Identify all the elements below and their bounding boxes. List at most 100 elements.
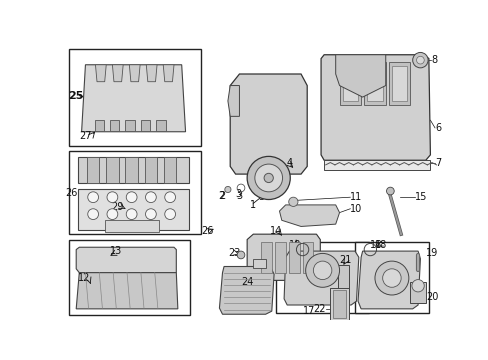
Text: 7: 7	[434, 158, 440, 167]
Circle shape	[145, 209, 156, 220]
Polygon shape	[321, 55, 429, 160]
Bar	[388, 62, 409, 105]
Polygon shape	[279, 205, 339, 226]
Text: 21: 21	[339, 255, 351, 265]
Bar	[68, 239, 190, 315]
Bar	[302, 242, 313, 273]
Text: 5: 5	[257, 192, 264, 202]
Text: 3: 3	[236, 191, 242, 201]
Bar	[342, 66, 357, 101]
Text: 18: 18	[288, 240, 301, 250]
Circle shape	[416, 56, 424, 64]
Text: 3: 3	[234, 189, 241, 199]
Text: 23: 23	[228, 248, 241, 258]
Circle shape	[164, 209, 175, 220]
Text: 19: 19	[425, 248, 437, 258]
Polygon shape	[324, 160, 429, 170]
Circle shape	[374, 261, 408, 295]
Bar	[78, 189, 189, 230]
Bar	[329, 288, 348, 320]
Bar	[68, 151, 201, 234]
Bar	[337, 265, 348, 292]
Circle shape	[412, 53, 427, 68]
Text: 16: 16	[369, 240, 382, 250]
Text: 2: 2	[219, 191, 225, 201]
Circle shape	[237, 251, 244, 259]
Circle shape	[382, 269, 400, 287]
Polygon shape	[246, 234, 320, 280]
Text: 18: 18	[374, 240, 386, 250]
Polygon shape	[230, 74, 306, 174]
Polygon shape	[219, 266, 274, 314]
Bar	[106, 157, 118, 183]
Bar	[354, 242, 428, 313]
Text: 8: 8	[430, 55, 436, 65]
Polygon shape	[146, 65, 157, 82]
Text: 11: 11	[349, 192, 362, 202]
Text: 1: 1	[250, 200, 256, 210]
Bar	[391, 66, 407, 101]
Circle shape	[411, 280, 424, 292]
Text: 15: 15	[414, 192, 427, 202]
Polygon shape	[163, 65, 174, 82]
Text: 10: 10	[349, 204, 362, 214]
Bar	[332, 291, 346, 318]
Bar	[125, 120, 135, 131]
Text: 12: 12	[78, 273, 90, 283]
Bar	[364, 62, 385, 105]
Circle shape	[254, 164, 282, 192]
Text: 22: 22	[312, 304, 325, 314]
Text: 2: 2	[218, 191, 224, 201]
Text: 14: 14	[270, 226, 282, 236]
Circle shape	[107, 192, 118, 203]
Circle shape	[164, 192, 175, 203]
Circle shape	[126, 209, 137, 220]
Bar	[274, 242, 285, 273]
Polygon shape	[81, 65, 185, 132]
Circle shape	[87, 192, 99, 203]
Bar	[253, 259, 265, 268]
Bar	[144, 157, 157, 183]
Circle shape	[313, 261, 331, 280]
Text: 4: 4	[286, 158, 292, 167]
Text: 6: 6	[434, 123, 440, 133]
Bar	[409, 282, 425, 303]
Polygon shape	[357, 251, 420, 309]
Bar	[110, 120, 119, 131]
Polygon shape	[78, 157, 189, 183]
Text: 20: 20	[425, 292, 437, 302]
Polygon shape	[129, 65, 140, 82]
Polygon shape	[95, 65, 106, 82]
Text: 24: 24	[241, 277, 253, 287]
Circle shape	[386, 187, 393, 195]
Polygon shape	[76, 247, 176, 273]
Text: 29: 29	[111, 202, 124, 212]
Polygon shape	[76, 273, 178, 309]
Text: 27: 27	[79, 131, 92, 141]
Bar	[95, 120, 104, 131]
Bar	[366, 66, 382, 101]
Text: 26: 26	[201, 226, 213, 236]
Circle shape	[145, 192, 156, 203]
Text: 17: 17	[302, 306, 314, 316]
Circle shape	[288, 197, 297, 206]
Circle shape	[107, 209, 118, 220]
Bar	[276, 242, 368, 313]
Bar	[125, 157, 138, 183]
Circle shape	[126, 192, 137, 203]
Text: 26: 26	[65, 188, 78, 198]
Bar	[68, 49, 201, 145]
Circle shape	[87, 209, 99, 220]
Text: 13: 13	[110, 246, 122, 256]
Polygon shape	[112, 65, 123, 82]
Bar	[339, 62, 360, 105]
Text: 28: 28	[141, 221, 153, 231]
Bar	[87, 157, 99, 183]
Circle shape	[224, 186, 230, 193]
Polygon shape	[227, 86, 239, 116]
Polygon shape	[284, 251, 358, 305]
Circle shape	[264, 173, 273, 183]
Bar	[141, 120, 150, 131]
Circle shape	[246, 156, 290, 199]
Bar	[288, 242, 299, 273]
